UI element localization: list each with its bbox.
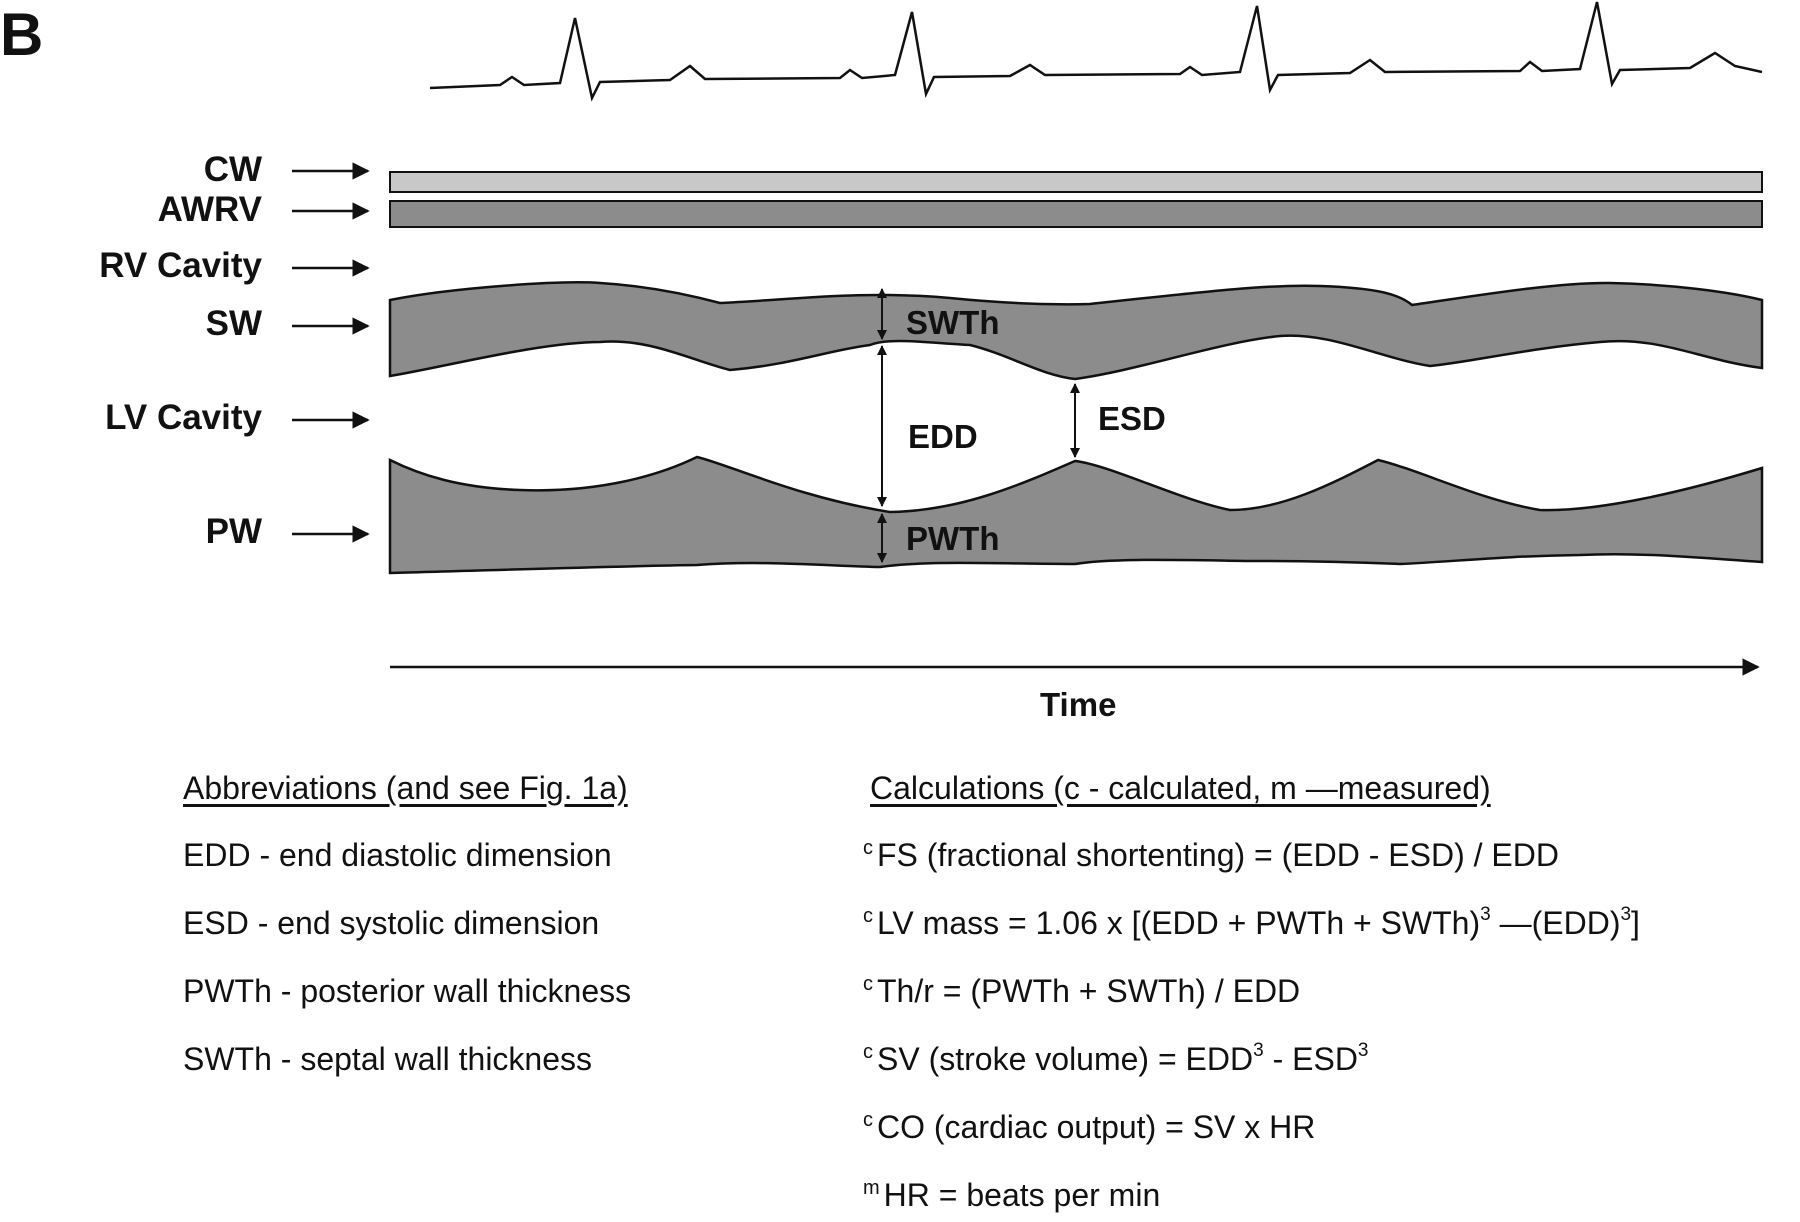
calc-prefix: c	[863, 837, 873, 859]
calc-sv-b: - ESD	[1263, 1041, 1358, 1077]
pwth-label: PWTh	[906, 520, 1000, 557]
calc-fs-text: FS (fractional shortenting) = (EDD - ESD…	[877, 837, 1559, 873]
septal-wall	[388, 281, 1764, 381]
label-rv-cavity: RV Cavity	[99, 246, 262, 285]
calc-sv-a: SV (stroke volume) = EDD	[877, 1041, 1254, 1077]
calc-co: c CO (cardiac output) = SV x HR	[863, 1109, 1315, 1146]
ecg-trace	[429, 1, 1763, 102]
calc-lv-mass: c LV mass = 1.06 x [(EDD + PWTh + SWTh)3 …	[863, 905, 1640, 942]
calc-lv-mass-c: ]	[1631, 905, 1640, 941]
calc-exponent: 3	[1480, 904, 1491, 925]
calc-exponent: 3	[1253, 1040, 1264, 1061]
calc-co-text: CO (cardiac output) = SV x HR	[877, 1109, 1316, 1145]
calc-fs: c FS (fractional shortenting) = (EDD - ES…	[863, 837, 1559, 874]
calc-thr-text: Th/r = (PWTh + SWTh) / EDD	[877, 973, 1301, 1009]
calc-exponent: 3	[1620, 904, 1632, 925]
edd-label: EDD	[908, 418, 978, 455]
label-lv-cavity: LV Cavity	[105, 398, 262, 437]
calc-sv: c SV (stroke volume) = EDD3 - ESD3	[863, 1041, 1369, 1078]
label-awrv: AWRV	[157, 190, 262, 229]
calc-lv-mass-b: —(EDD)	[1490, 905, 1621, 941]
calc-thr: c Th/r = (PWTh + SWTh) / EDD	[863, 973, 1300, 1010]
esd-label: ESD	[1098, 400, 1166, 437]
calc-prefix: c	[863, 905, 873, 927]
posterior-wall	[388, 455, 1764, 575]
calc-exponent: 3	[1357, 1040, 1369, 1061]
calc-prefix: c	[863, 973, 873, 995]
label-cw: CW	[203, 150, 262, 189]
calc-prefix: c	[863, 1041, 873, 1063]
calc-hr-text: HR = beats per min	[883, 1177, 1161, 1213]
abbreviation-item: ESD - end systolic dimension	[183, 905, 600, 941]
label-pw: PW	[205, 512, 262, 551]
calc-prefix: m	[863, 1177, 880, 1199]
time-axis-label: Time	[1040, 686, 1117, 723]
calc-lv-mass-a: LV mass = 1.06 x [(EDD + PWTh + SWTh)	[877, 905, 1481, 941]
calculations-heading: Calculations (c - calculated, m —measure…	[870, 770, 1491, 806]
label-sw: SW	[205, 304, 262, 343]
abbreviation-item: EDD - end diastolic dimension	[183, 837, 612, 873]
abbreviations-heading: Abbreviations (and see Fig. 1a)	[183, 770, 628, 806]
swth-label: SWTh	[906, 304, 1000, 341]
abbreviation-item: PWTh - posterior wall thickness	[183, 973, 632, 1009]
cw-bar	[389, 171, 1763, 193]
abbreviation-item: SWTh - septal wall thickness	[183, 1041, 593, 1077]
calc-prefix: c	[863, 1109, 873, 1131]
awrv-bar	[389, 200, 1763, 228]
calc-hr: m HR = beats per min	[863, 1177, 1160, 1214]
panel-label: B	[0, 1, 44, 68]
